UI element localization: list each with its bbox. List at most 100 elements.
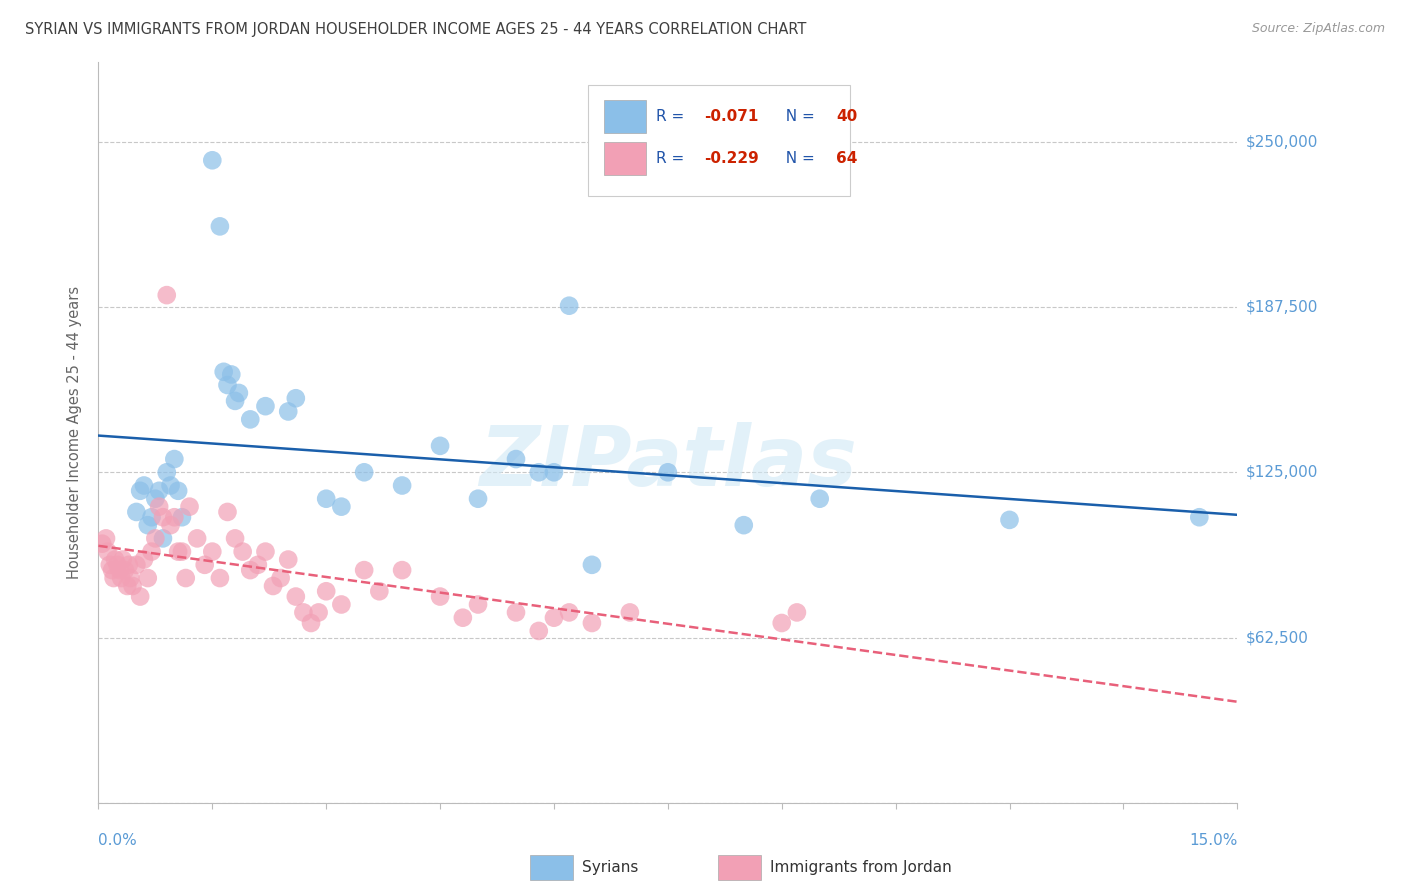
Point — [156, 288, 179, 302]
Point — [467, 598, 489, 612]
Text: 40: 40 — [837, 109, 858, 124]
Point — [145, 491, 167, 506]
Point — [170, 544, 193, 558]
Point — [179, 500, 201, 514]
Point — [136, 571, 159, 585]
Point — [505, 606, 527, 620]
Point — [543, 465, 565, 479]
Point — [194, 558, 217, 572]
Point — [270, 571, 292, 585]
Point — [558, 606, 581, 620]
Text: -0.071: -0.071 — [704, 109, 759, 124]
Point — [527, 624, 550, 638]
Point — [368, 584, 391, 599]
FancyBboxPatch shape — [605, 143, 647, 175]
Point — [232, 544, 254, 558]
Point — [657, 465, 679, 479]
Point — [558, 299, 581, 313]
Text: ZIPatlas: ZIPatlas — [479, 422, 856, 503]
Point — [353, 465, 375, 479]
Point — [786, 606, 808, 620]
Text: N =: N = — [776, 109, 820, 124]
Point — [451, 610, 474, 624]
Text: -0.229: -0.229 — [704, 151, 759, 166]
Point — [111, 552, 134, 566]
Point — [167, 544, 190, 558]
Point — [125, 505, 148, 519]
Text: $62,500: $62,500 — [1246, 630, 1309, 645]
Point — [118, 558, 141, 572]
Point — [284, 391, 307, 405]
Point — [228, 386, 250, 401]
Point — [120, 571, 142, 585]
Text: $250,000: $250,000 — [1246, 135, 1317, 149]
Point — [467, 491, 489, 506]
Text: Syrians: Syrians — [582, 860, 638, 875]
Point — [217, 505, 239, 519]
Point — [104, 552, 127, 566]
Point — [733, 518, 755, 533]
Point — [163, 452, 186, 467]
Point — [98, 558, 121, 572]
Point — [315, 584, 337, 599]
Point — [186, 532, 208, 546]
Point — [429, 439, 451, 453]
Point — [224, 393, 246, 408]
Point — [117, 579, 139, 593]
Point — [159, 518, 181, 533]
Point — [429, 590, 451, 604]
Point — [156, 465, 179, 479]
Point — [353, 563, 375, 577]
Point — [132, 552, 155, 566]
Point — [94, 532, 117, 546]
Point — [239, 563, 262, 577]
Point — [808, 491, 831, 506]
Point — [91, 536, 114, 550]
Point — [315, 491, 337, 506]
Point — [174, 571, 197, 585]
Point — [277, 552, 299, 566]
Text: R =: R = — [657, 151, 689, 166]
Point — [217, 378, 239, 392]
Point — [167, 483, 190, 498]
Point — [141, 510, 163, 524]
Point — [170, 510, 193, 524]
Point — [201, 153, 224, 168]
Point — [159, 478, 181, 492]
Point — [239, 412, 262, 426]
Text: $187,500: $187,500 — [1246, 300, 1317, 315]
Point — [201, 544, 224, 558]
Point — [262, 579, 284, 593]
Text: Immigrants from Jordan: Immigrants from Jordan — [770, 860, 952, 875]
Point — [110, 571, 132, 585]
Point — [101, 563, 124, 577]
Point — [208, 571, 231, 585]
FancyBboxPatch shape — [530, 855, 574, 880]
Text: 0.0%: 0.0% — [98, 833, 138, 848]
Text: R =: R = — [657, 109, 689, 124]
Point — [391, 563, 413, 577]
Point — [998, 513, 1021, 527]
Point — [330, 598, 353, 612]
Point — [163, 510, 186, 524]
Point — [96, 544, 118, 558]
Text: N =: N = — [776, 151, 820, 166]
Point — [527, 465, 550, 479]
Point — [114, 563, 136, 577]
Text: 64: 64 — [837, 151, 858, 166]
Point — [770, 615, 793, 630]
Point — [125, 558, 148, 572]
Point — [581, 558, 603, 572]
Point — [224, 532, 246, 546]
Point — [212, 365, 235, 379]
Point — [1188, 510, 1211, 524]
Point — [141, 544, 163, 558]
Point — [121, 579, 143, 593]
Point — [129, 590, 152, 604]
Point — [619, 606, 641, 620]
Point — [581, 615, 603, 630]
Point — [108, 563, 131, 577]
FancyBboxPatch shape — [588, 85, 851, 195]
Point — [145, 532, 167, 546]
Point — [277, 404, 299, 418]
